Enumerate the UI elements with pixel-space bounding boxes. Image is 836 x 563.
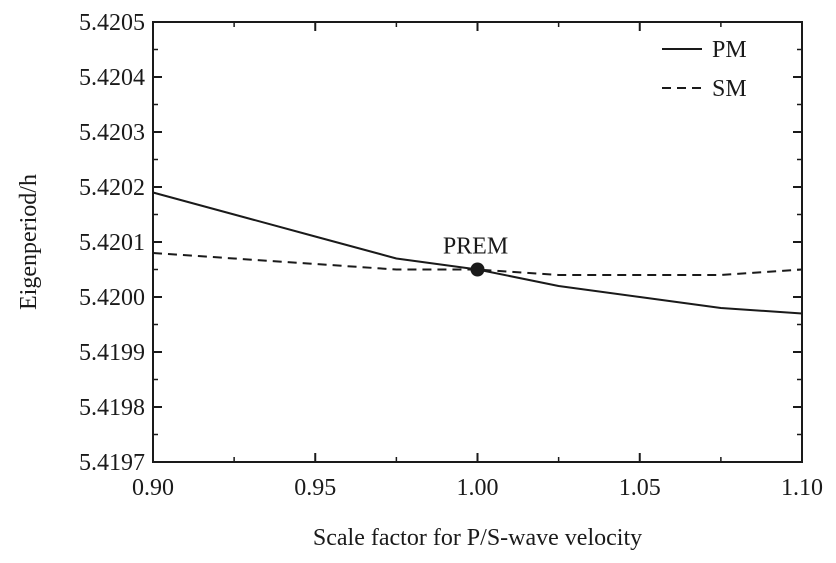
y-tick-label: 5.4201 — [79, 230, 145, 256]
x-tick-label: 0.90 — [132, 475, 174, 501]
prem-marker — [470, 262, 485, 277]
x-tick-label: 1.00 — [457, 475, 499, 501]
legend-label-pm: PM — [712, 37, 747, 63]
y-tick-label: 5.4204 — [79, 65, 145, 91]
y-tick-label: 5.4199 — [79, 340, 145, 366]
y-tick-label: 5.4198 — [79, 395, 145, 421]
annotation-layer: PREM — [443, 234, 508, 277]
y-tick-label: 5.4200 — [79, 285, 145, 311]
x-tick-label: 1.05 — [619, 475, 661, 501]
prem-label: PREM — [443, 234, 508, 260]
y-tick-label: 5.4202 — [79, 175, 145, 201]
y-tick-label: 5.4197 — [79, 450, 145, 476]
y-axis-label: Eigenperiod/h — [16, 174, 42, 310]
tick-labels: 0.90 0.95 1.00 1.05 1.10 5.4197 5.4198 5.4199 5.… — [79, 10, 823, 501]
y-tick-label: 5.4203 — [79, 120, 145, 146]
x-tick-label: 0.95 — [294, 475, 336, 501]
legend-label-sm: SM — [712, 76, 747, 102]
x-axis-label: Scale factor for P/S-wave velocity — [313, 525, 642, 551]
legend: PM SM — [662, 37, 747, 102]
plot-frame — [152, 21, 803, 463]
x-tick-label: 1.10 — [781, 475, 823, 501]
series-line-sm — [152, 252, 803, 276]
y-tick-label: 5.4205 — [79, 10, 145, 36]
